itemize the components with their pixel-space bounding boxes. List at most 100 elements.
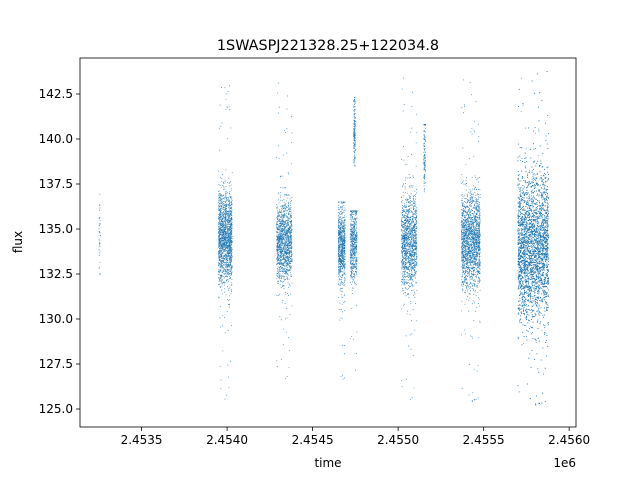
data-point — [289, 222, 291, 224]
data-point — [281, 262, 283, 263]
data-point — [343, 265, 345, 267]
data-point — [354, 123, 356, 125]
data-point — [411, 258, 412, 260]
data-point — [414, 211, 416, 212]
data-point — [285, 203, 287, 204]
data-point — [227, 200, 229, 202]
data-point — [415, 203, 417, 205]
data-point — [289, 313, 291, 315]
data-point — [226, 214, 228, 216]
data-point — [278, 244, 280, 245]
data-point — [282, 224, 284, 225]
data-point — [344, 353, 346, 355]
data-point — [229, 211, 231, 213]
data-point — [290, 274, 292, 276]
data-point — [277, 262, 279, 264]
data-point — [276, 360, 278, 362]
data-point — [218, 265, 220, 267]
data-point — [228, 199, 230, 201]
data-point — [231, 269, 232, 271]
data-point — [226, 275, 228, 277]
data-point — [219, 221, 221, 222]
data-point — [225, 226, 227, 228]
data-point — [291, 260, 293, 262]
data-point — [289, 230, 291, 232]
data-point — [285, 246, 287, 248]
data-point — [225, 194, 226, 196]
data-point — [340, 224, 342, 226]
data-point — [230, 181, 232, 183]
data-point — [280, 245, 282, 247]
data-point — [227, 267, 229, 268]
data-point — [412, 226, 414, 228]
data-point — [224, 211, 226, 213]
data-point — [342, 239, 344, 240]
data-point — [286, 215, 287, 217]
data-point — [224, 275, 226, 277]
data-point — [281, 233, 283, 235]
data-point — [353, 222, 355, 224]
data-point — [353, 231, 355, 233]
data-point — [221, 277, 223, 279]
data-point — [413, 213, 415, 215]
data-point — [288, 262, 290, 264]
data-point — [229, 255, 231, 256]
data-point — [227, 272, 229, 274]
data-point — [221, 244, 222, 246]
data-point — [413, 222, 415, 224]
data-point — [282, 215, 284, 217]
data-point — [276, 217, 278, 218]
data-point — [409, 226, 411, 228]
data-point — [226, 198, 228, 200]
data-point — [220, 209, 222, 211]
data-point — [231, 265, 233, 267]
data-point — [222, 293, 224, 295]
data-point — [276, 239, 278, 241]
data-point — [219, 245, 220, 247]
data-point — [220, 229, 222, 231]
data-point — [287, 259, 289, 261]
data-point — [228, 207, 230, 209]
data-point — [352, 251, 353, 252]
data-point — [228, 182, 230, 184]
data-point — [284, 257, 286, 259]
data-point — [288, 236, 290, 238]
data-point — [227, 248, 229, 250]
data-point — [343, 272, 345, 274]
data-point — [279, 266, 281, 268]
data-point — [353, 250, 355, 252]
data-point — [218, 217, 220, 219]
data-point — [291, 215, 292, 217]
data-point — [284, 243, 286, 245]
data-point — [276, 222, 278, 224]
data-point — [290, 240, 292, 242]
data-point — [220, 222, 222, 224]
data-point — [277, 249, 279, 251]
data-point — [344, 234, 346, 236]
data-point — [282, 226, 283, 228]
data-point — [285, 222, 287, 224]
data-point — [279, 235, 281, 237]
data-point — [403, 230, 405, 232]
data-point — [228, 303, 230, 305]
data-point — [218, 198, 220, 200]
data-point — [416, 114, 417, 116]
data-point — [412, 285, 413, 287]
data-point — [225, 294, 227, 296]
data-point — [289, 236, 291, 238]
data-point — [284, 194, 286, 196]
data-point — [287, 205, 289, 207]
data-point — [229, 287, 231, 289]
data-point — [350, 247, 352, 249]
data-point — [410, 193, 412, 195]
data-point — [290, 141, 292, 143]
data-point — [218, 200, 220, 202]
data-point — [351, 219, 353, 220]
data-point — [280, 247, 282, 249]
data-point — [284, 318, 286, 320]
data-point — [218, 149, 220, 151]
data-point — [355, 353, 357, 354]
data-point — [338, 275, 340, 277]
data-point — [352, 241, 354, 243]
data-point — [406, 199, 408, 201]
